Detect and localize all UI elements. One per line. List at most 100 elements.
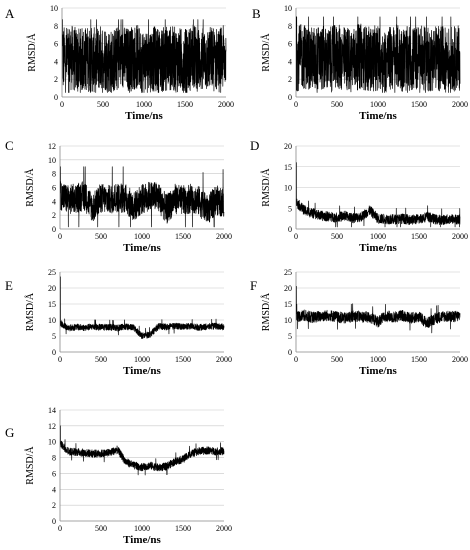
chart-panel-G: G 0 2 4 6 8 10 12 14 0 500 1000 1500 2000 Time/ns RMSD/… — [5, 406, 232, 546]
y-tick-label: 4 — [52, 197, 56, 206]
y-tick-label: 0 — [288, 93, 292, 102]
y-axis-label: RMSD/Å — [260, 168, 272, 207]
y-axis-label: RMSD/Å — [24, 446, 36, 485]
y-axis-label: RMSD/Å — [260, 292, 272, 331]
rmsd-trace-A — [61, 19, 227, 93]
rmsd-trace-C — [59, 166, 225, 228]
y-tick-label: 20 — [284, 284, 292, 293]
x-tick-label: 1500 — [411, 355, 427, 364]
y-tick-label: 8 — [52, 170, 56, 179]
panel-label: A — [5, 6, 15, 21]
x-tick-label: 500 — [95, 232, 107, 241]
y-tick-label: 0 — [288, 225, 292, 234]
x-tick-label: 2000 — [452, 355, 468, 364]
y-tick-label: 12 — [48, 422, 56, 431]
x-tick-label: 2000 — [216, 355, 232, 364]
y-tick-label: 12 — [48, 142, 56, 151]
x-tick-label: 0 — [58, 524, 62, 533]
y-tick-label: 14 — [48, 406, 56, 415]
y-tick-label: 6 — [54, 40, 58, 49]
chart-panel-E: E 0 5 10 15 20 25 0 500 1000 1500 2000 Time/ns RMSD/Å — [5, 268, 232, 377]
x-tick-label: 2000 — [452, 232, 468, 241]
x-tick-label: 1000 — [136, 100, 152, 109]
x-tick-label: 1500 — [411, 100, 427, 109]
x-axis-label: Time/ns — [359, 242, 397, 254]
x-tick-label: 0 — [294, 100, 298, 109]
chart-panel-F: F 0 5 10 15 20 25 0 500 1000 1500 2000 Time/ns RMSD/Å — [250, 268, 468, 377]
x-axis-label: Time/ns — [359, 110, 397, 122]
y-tick-label: 2 — [54, 75, 58, 84]
x-axis-label: Time/ns — [123, 365, 161, 377]
x-tick-label: 0 — [294, 355, 298, 364]
chart-panel-C: C 0 2 4 6 8 10 12 0 500 1000 1500 2000 Time/ns RMSD/Å — [5, 138, 232, 254]
x-axis-label: Time/ns — [125, 110, 163, 122]
panel-label: B — [252, 6, 261, 21]
chart-panel-D: D 0 5 10 15 20 0 500 1000 1500 2000 Time/ns RMSD/Å — [250, 138, 468, 254]
x-tick-label: 500 — [95, 524, 107, 533]
x-tick-label: 0 — [60, 100, 64, 109]
y-tick-label: 8 — [54, 22, 58, 31]
x-tick-label: 0 — [58, 232, 62, 241]
y-tick-label: 2 — [52, 211, 56, 220]
y-tick-label: 2 — [288, 75, 292, 84]
y-tick-label: 0 — [288, 348, 292, 357]
panel-label: G — [5, 425, 14, 440]
y-tick-label: 10 — [48, 156, 56, 165]
rmsd-trace-E — [59, 276, 225, 340]
x-tick-label: 500 — [331, 232, 343, 241]
y-tick-label: 6 — [288, 40, 292, 49]
panel-label: D — [250, 138, 259, 153]
y-tick-label: 5 — [288, 204, 292, 213]
y-axis-label: RMSD/Å — [260, 33, 272, 72]
chart-panel-A: A 0 2 4 6 8 10 0 500 1000 1500 2000 Time/ns RMSD/Å — [5, 4, 234, 122]
chart-panel-B: B 0 2 4 6 8 10 0 500 1000 1500 2000 Time/ns RMSD/Å — [252, 4, 468, 122]
rmsd-trace-F — [295, 286, 461, 334]
x-tick-label: 2000 — [452, 100, 468, 109]
x-tick-label: 0 — [294, 232, 298, 241]
y-axis-label: RMSD/Å — [24, 168, 36, 207]
y-tick-label: 4 — [54, 57, 58, 66]
y-tick-label: 10 — [50, 4, 58, 13]
x-tick-label: 1500 — [175, 524, 191, 533]
x-tick-label: 2000 — [216, 524, 232, 533]
x-axis-label: Time/ns — [359, 365, 397, 377]
y-tick-label: 4 — [288, 57, 292, 66]
x-axis-label: Time/ns — [123, 242, 161, 254]
rmsd-trace-D — [295, 162, 461, 228]
x-axis-label: Time/ns — [123, 534, 161, 546]
x-tick-label: 1000 — [134, 232, 150, 241]
x-tick-label: 2000 — [218, 100, 234, 109]
x-tick-label: 1000 — [370, 355, 386, 364]
y-tick-label: 10 — [284, 184, 292, 193]
y-tick-label: 10 — [48, 316, 56, 325]
x-tick-label: 500 — [331, 355, 343, 364]
rmsd-trace-G — [59, 425, 225, 476]
x-tick-label: 1000 — [370, 232, 386, 241]
panel-label: C — [5, 138, 14, 153]
y-tick-label: 10 — [284, 316, 292, 325]
y-tick-label: 2 — [52, 501, 56, 510]
y-tick-label: 15 — [284, 300, 292, 309]
y-tick-label: 5 — [52, 332, 56, 341]
rmsd-trace-B — [295, 16, 461, 93]
y-tick-label: 8 — [288, 22, 292, 31]
x-tick-label: 1500 — [175, 355, 191, 364]
x-tick-label: 2000 — [216, 232, 232, 241]
y-tick-label: 4 — [52, 485, 56, 494]
x-tick-label: 1500 — [177, 100, 193, 109]
y-tick-label: 0 — [54, 93, 58, 102]
x-tick-label: 1000 — [134, 355, 150, 364]
x-tick-label: 1000 — [134, 524, 150, 533]
x-tick-label: 500 — [97, 100, 109, 109]
panel-label: F — [250, 278, 257, 293]
x-tick-label: 0 — [58, 355, 62, 364]
x-tick-label: 500 — [95, 355, 107, 364]
x-tick-label: 1000 — [370, 100, 386, 109]
y-tick-label: 25 — [284, 268, 292, 277]
y-tick-label: 0 — [52, 225, 56, 234]
y-tick-label: 15 — [284, 163, 292, 172]
y-tick-label: 0 — [52, 348, 56, 357]
panel-label: E — [5, 278, 13, 293]
x-tick-label: 1500 — [175, 232, 191, 241]
